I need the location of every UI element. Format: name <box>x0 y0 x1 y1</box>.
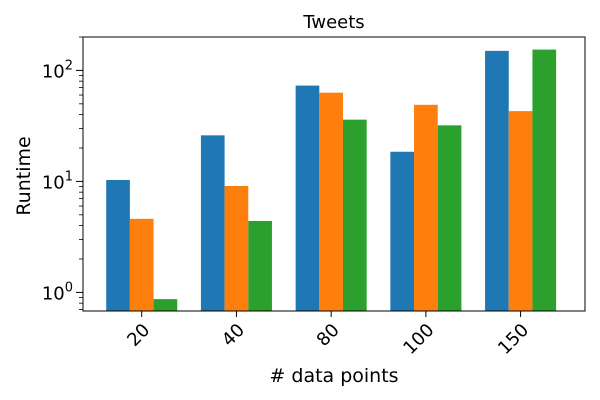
bar-s0-100 <box>390 151 415 311</box>
bar-s2-80 <box>343 119 367 311</box>
x-axis: 20 40 80 100 150 <box>123 311 533 359</box>
bar-s1-20 <box>129 218 154 311</box>
y-tick-label: 101 <box>42 169 73 193</box>
x-tick-label: 80 <box>313 320 344 351</box>
chart-title: Tweets <box>302 12 364 33</box>
bar-s1-100 <box>414 104 438 311</box>
bar-s1-150 <box>508 111 533 311</box>
bars-layer <box>106 49 557 312</box>
bar-s1-40 <box>224 185 249 311</box>
bar-s2-40 <box>248 220 272 311</box>
x-tick-label: 40 <box>218 320 249 351</box>
bar-s2-20 <box>153 299 178 311</box>
x-axis-label: # data points <box>269 365 398 387</box>
y-axis: 100 101 102 <box>42 36 83 311</box>
bar-s2-100 <box>437 125 462 311</box>
y-axis-label: Runtime <box>13 136 35 215</box>
x-tick-label: 100 <box>399 320 438 359</box>
bar-s0-40 <box>200 135 225 311</box>
bar-s2-150 <box>532 49 557 311</box>
bar-s0-150 <box>485 50 509 312</box>
x-tick-label: 20 <box>123 320 154 351</box>
bar-s1-80 <box>319 92 343 311</box>
bar-s0-80 <box>295 85 320 311</box>
y-tick-label: 100 <box>42 280 73 304</box>
bar-s0-20 <box>106 179 130 311</box>
x-tick-label: 150 <box>494 320 533 359</box>
plot-area-frame <box>82 36 586 312</box>
y-tick-label: 102 <box>42 58 73 82</box>
